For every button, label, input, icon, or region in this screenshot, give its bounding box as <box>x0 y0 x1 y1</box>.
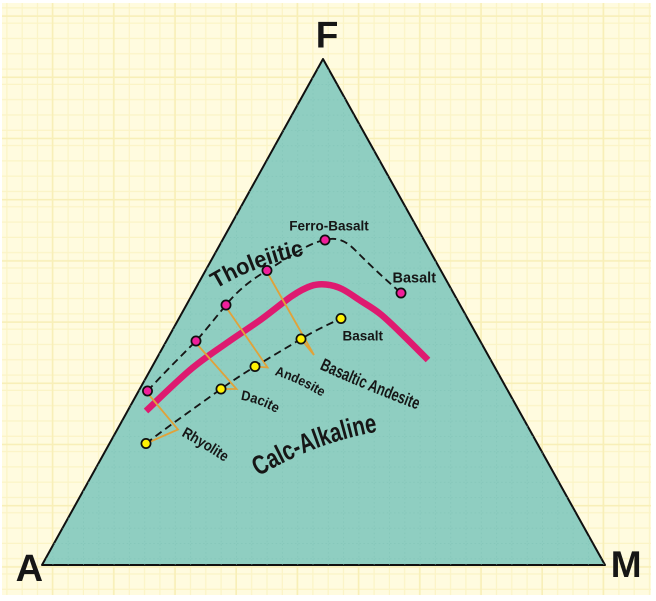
svg-text:A: A <box>16 548 43 590</box>
svg-text:Basalt: Basalt <box>393 271 437 287</box>
svg-text:Ferro-Basalt: Ferro-Basalt <box>289 219 369 234</box>
svg-text:M: M <box>611 544 642 585</box>
svg-text:Basalt: Basalt <box>343 329 384 344</box>
svg-text:F: F <box>316 15 339 56</box>
